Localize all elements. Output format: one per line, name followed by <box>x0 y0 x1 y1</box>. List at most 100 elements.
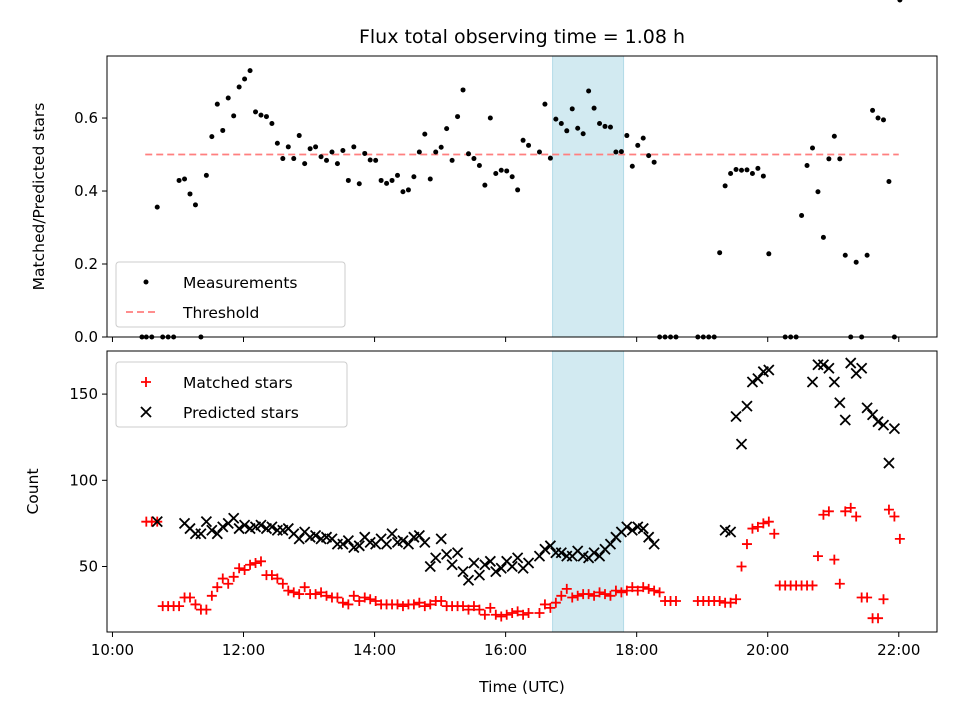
data-point <box>544 540 557 552</box>
data-point <box>583 589 594 600</box>
data-point <box>755 165 761 171</box>
data-point <box>321 590 332 601</box>
data-point <box>484 555 496 567</box>
data-point <box>807 580 818 591</box>
data-point <box>468 601 479 612</box>
data-point <box>635 142 641 148</box>
data-point <box>763 364 775 376</box>
legend-label: Threshold <box>182 304 259 322</box>
data-point <box>206 524 218 536</box>
data-point <box>293 533 305 545</box>
data-point <box>509 174 515 180</box>
data-point <box>378 177 384 183</box>
data-point <box>288 587 299 598</box>
data-point <box>476 162 482 168</box>
data-point <box>555 547 567 559</box>
data-point <box>348 590 359 601</box>
data-point <box>643 531 655 543</box>
legend-label: Measurements <box>183 274 298 292</box>
data-point <box>354 595 365 606</box>
data-point <box>236 84 242 90</box>
data-point <box>733 166 739 172</box>
data-point <box>880 117 886 123</box>
data-point <box>760 173 766 179</box>
data-point <box>766 251 772 257</box>
data-point <box>253 109 259 115</box>
data-point <box>400 189 406 195</box>
data-point <box>607 124 613 130</box>
data-point <box>343 599 354 610</box>
data-point <box>283 585 294 596</box>
data-point <box>886 179 892 185</box>
data-point <box>758 518 769 529</box>
data-point <box>511 552 524 564</box>
data-point <box>353 540 365 552</box>
data-point <box>493 171 499 177</box>
data-point <box>870 107 876 113</box>
data-point <box>597 121 603 127</box>
data-point <box>214 101 220 107</box>
data-point <box>545 602 556 613</box>
axes-frame <box>106 350 938 633</box>
data-point <box>646 153 652 159</box>
data-point <box>522 557 535 569</box>
data-point <box>280 156 286 162</box>
data-point <box>313 144 319 150</box>
data-point <box>542 101 548 107</box>
highlight-span <box>552 350 625 633</box>
data-point <box>651 159 657 165</box>
data-point <box>234 563 245 574</box>
data-point <box>206 590 217 601</box>
data-point <box>266 521 278 533</box>
data-point <box>817 359 830 371</box>
data-point <box>225 95 231 101</box>
x-tick-label: 22:00 <box>877 641 920 659</box>
data-point <box>217 573 228 584</box>
data-point <box>302 161 308 167</box>
data-point <box>594 587 605 598</box>
y-tick-label: 0.4 <box>74 182 98 200</box>
y-axis-label: Count <box>24 468 42 514</box>
data-point <box>436 595 447 606</box>
data-point <box>397 534 409 547</box>
data-point <box>479 559 491 571</box>
data-point <box>553 116 559 122</box>
data-point <box>894 533 905 544</box>
data-point <box>591 105 597 111</box>
legend-marker <box>140 406 152 418</box>
data-point <box>176 177 182 183</box>
data-point <box>465 151 471 157</box>
data-point <box>629 163 635 169</box>
data-point <box>621 521 633 533</box>
data-point <box>359 592 370 603</box>
data-point <box>534 608 545 619</box>
data-point <box>539 599 550 610</box>
data-point <box>408 599 419 610</box>
data-point <box>405 187 411 193</box>
data-point <box>485 602 496 613</box>
y-tick-label: 150 <box>69 385 98 403</box>
data-point <box>272 573 283 584</box>
data-point <box>250 558 261 569</box>
data-point <box>482 182 488 188</box>
data-point <box>212 582 223 593</box>
y-tick-label: 50 <box>79 557 98 575</box>
data-point <box>329 149 335 155</box>
data-point <box>613 149 619 155</box>
data-point <box>744 167 750 173</box>
data-point <box>386 528 398 540</box>
legend: Matched stars Predicted stars <box>115 361 348 428</box>
data-point <box>717 250 723 256</box>
data-point <box>487 115 493 121</box>
data-point <box>572 590 583 601</box>
legend-label: Matched stars <box>183 374 293 392</box>
data-point <box>747 523 758 534</box>
data-point <box>752 521 763 532</box>
data-point <box>602 123 608 129</box>
data-point <box>736 561 747 572</box>
data-point <box>735 438 748 450</box>
data-point <box>866 409 879 421</box>
data-point <box>769 528 780 539</box>
data-point <box>864 252 870 258</box>
data-point <box>365 594 376 605</box>
